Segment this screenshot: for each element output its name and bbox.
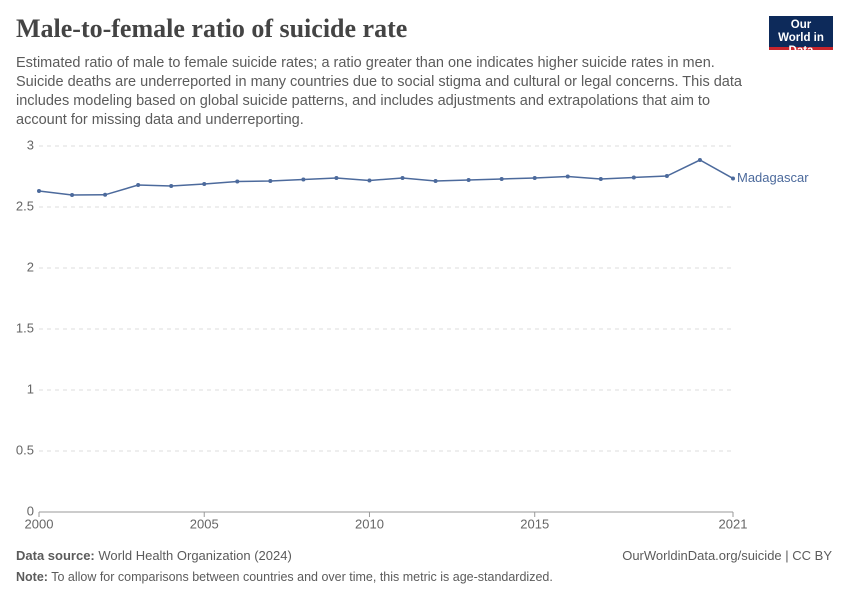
series-line [38, 159, 734, 196]
point [565, 174, 570, 179]
logo-text: Our World in Data [778, 19, 824, 57]
point [499, 176, 504, 181]
point [532, 175, 537, 180]
x-tick-label: 2021 [719, 516, 748, 531]
y-tick-label: 3 [27, 137, 34, 152]
point [433, 179, 438, 184]
point [400, 175, 405, 180]
point [598, 176, 603, 181]
point [37, 189, 41, 194]
note-text: To allow for comparisons between countri… [51, 570, 553, 584]
y-tick-label: 1 [27, 381, 34, 396]
x-tick-label: 2010 [355, 516, 384, 531]
point [301, 177, 306, 182]
point [169, 184, 174, 189]
y-tick-label: 0.5 [16, 442, 34, 457]
x-tick-label: 2015 [520, 516, 549, 531]
source-text: World Health Organization (2024) [98, 548, 292, 563]
y-tick-label: 1.5 [16, 320, 34, 335]
x-tick-label: 2005 [190, 516, 219, 531]
point [731, 176, 735, 181]
point [268, 179, 273, 184]
point [70, 193, 75, 198]
point [334, 175, 339, 180]
x-tick-label: 2000 [25, 516, 54, 531]
source: Data source: World Health Organization (… [16, 548, 292, 563]
subtitle: Estimated ratio of male to female suicid… [16, 55, 742, 128]
point [202, 181, 207, 186]
note-label: Note: [16, 570, 48, 584]
url[interactable]: OurWorldinData.org/suicide | CC BY [622, 548, 832, 563]
point [466, 178, 471, 183]
y-tick-label: 2 [27, 259, 34, 274]
y-tick-label: 0 [27, 503, 34, 518]
point [697, 158, 702, 163]
note: Note: To allow for comparisons between c… [16, 570, 553, 584]
point [367, 178, 372, 183]
source-label: Data source: [16, 548, 95, 563]
point [631, 175, 636, 180]
title: Male-to-female ratio of suicide rate [16, 14, 408, 43]
point [103, 192, 108, 197]
point [235, 179, 240, 184]
y-tick-label: 2.5 [16, 198, 34, 213]
series-label: Madagascar [737, 170, 809, 185]
point [136, 183, 141, 188]
point [664, 174, 669, 179]
logo[interactable]: Our World in Data [769, 16, 833, 57]
